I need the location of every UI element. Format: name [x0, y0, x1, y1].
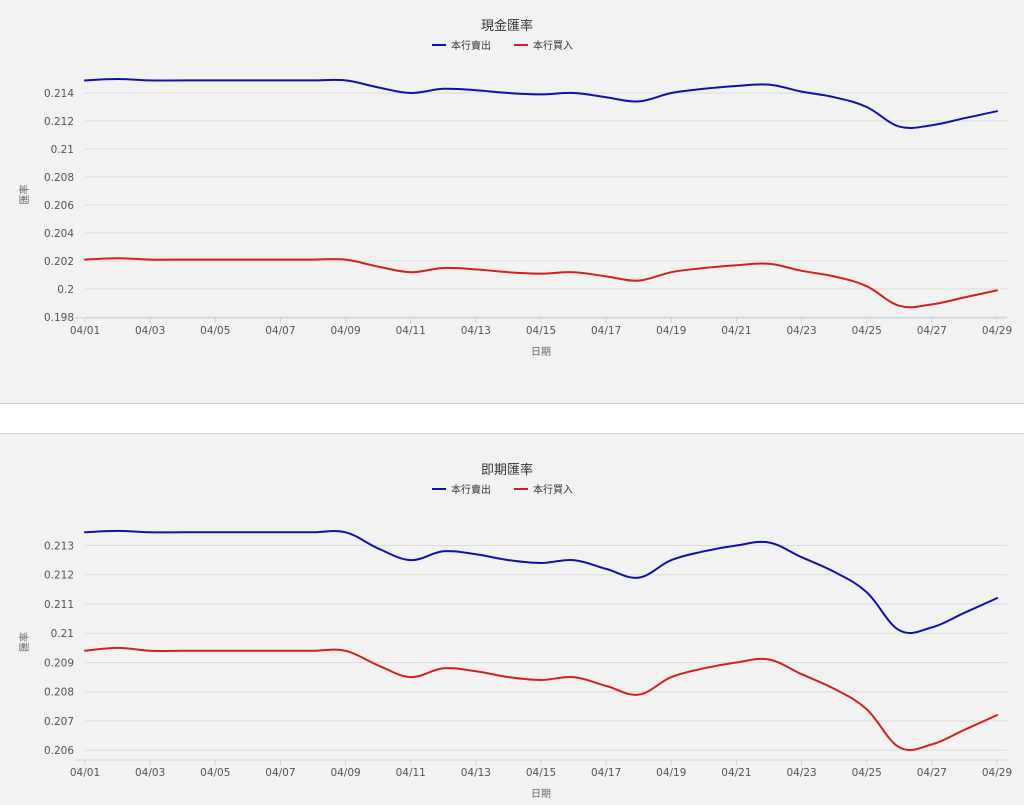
x-tick-label: 04/13	[461, 767, 491, 779]
chart-title: 現金匯率	[481, 18, 533, 34]
x-tick-label: 04/07	[265, 325, 295, 337]
x-axis-title: 日期	[531, 788, 551, 800]
x-tick-label: 04/21	[721, 767, 751, 779]
y-tick-label: 0.214	[44, 88, 74, 100]
x-tick-label: 04/03	[135, 767, 165, 779]
y-tick-label: 0.206	[44, 200, 74, 212]
y-tick-label: 0.211	[44, 599, 74, 611]
y-tick-label: 0.21	[51, 144, 74, 156]
y-tick-label: 0.213	[44, 540, 74, 552]
y-tick-label: 0.198	[44, 312, 74, 324]
x-tick-label: 04/15	[526, 325, 556, 337]
spot-rate-chart-panel: 即期匯率本行賣出 本行買入 0.206 0.207 0.208 0.209 0.21 0.21…	[0, 433, 1024, 805]
x-tick-label: 04/25	[852, 325, 882, 337]
chart-title: 即期匯率	[481, 462, 533, 478]
x-tick-label: 04/17	[591, 325, 621, 337]
legend-label: 本行賣出	[451, 39, 491, 52]
y-tick-label: 0.212	[44, 570, 74, 582]
x-tick-label: 04/01	[70, 325, 100, 337]
x-tick-label: 04/03	[135, 325, 165, 337]
series-line-sell[interactable]	[84, 78, 998, 130]
x-tick-label: 04/17	[591, 767, 621, 779]
y-axis-title: 匯率	[18, 185, 31, 205]
x-tick-label: 04/07	[265, 767, 295, 779]
legend-item-sell[interactable]: 本行賣出	[432, 483, 491, 496]
x-tick-label: 04/11	[396, 325, 426, 337]
x-tick-label: 04/11	[396, 767, 426, 779]
x-tick-label: 04/01	[70, 767, 100, 779]
legend-label: 本行買入	[533, 39, 573, 52]
x-tick-label: 04/27	[917, 767, 947, 779]
series-line-sell[interactable]	[84, 529, 998, 634]
legend-label: 本行賣出	[451, 483, 491, 496]
x-tick-label: 04/09	[330, 325, 360, 337]
y-axis-title: 匯率	[18, 632, 31, 652]
y-tick-label: 0.207	[44, 716, 74, 728]
x-tick-label: 04/23	[786, 767, 816, 779]
series-line-buy[interactable]	[84, 646, 998, 751]
x-axis-title: 日期	[531, 346, 551, 358]
x-tick-label: 04/23	[786, 325, 816, 337]
y-tick-label: 0.2	[57, 284, 74, 296]
y-tick-label: 0.21	[51, 628, 74, 640]
x-tick-label: 04/05	[200, 325, 230, 337]
x-tick-label: 04/15	[526, 767, 556, 779]
series-line-buy[interactable]	[84, 257, 998, 309]
y-tick-label: 0.209	[44, 657, 74, 669]
y-tick-label: 0.212	[44, 116, 74, 128]
x-tick-label: 04/29	[982, 767, 1012, 779]
y-tick-label: 0.206	[44, 745, 74, 757]
x-tick-label: 04/19	[656, 325, 686, 337]
x-tick-label: 04/19	[656, 767, 686, 779]
x-tick-label: 04/27	[917, 325, 947, 337]
y-tick-label: 0.208	[44, 687, 74, 699]
x-tick-label: 04/09	[330, 767, 360, 779]
legend-item-sell[interactable]: 本行賣出	[432, 39, 491, 52]
legend-label: 本行買入	[533, 483, 573, 496]
x-tick-label: 04/25	[852, 767, 882, 779]
x-tick-label: 04/29	[982, 325, 1012, 337]
x-tick-label: 04/13	[461, 325, 491, 337]
cash-rate-chart-panel: 現金匯率本行賣出 本行買入 0.198 0.2 0.202 0.204 0.206 0.208…	[0, 0, 1024, 404]
y-tick-label: 0.204	[44, 228, 74, 240]
y-tick-label: 0.208	[44, 172, 74, 184]
legend-item-buy[interactable]: 本行買入	[514, 483, 573, 496]
x-tick-label: 04/21	[721, 325, 751, 337]
y-tick-label: 0.202	[44, 256, 74, 268]
legend-item-buy[interactable]: 本行買入	[514, 39, 573, 52]
x-tick-label: 04/05	[200, 767, 230, 779]
